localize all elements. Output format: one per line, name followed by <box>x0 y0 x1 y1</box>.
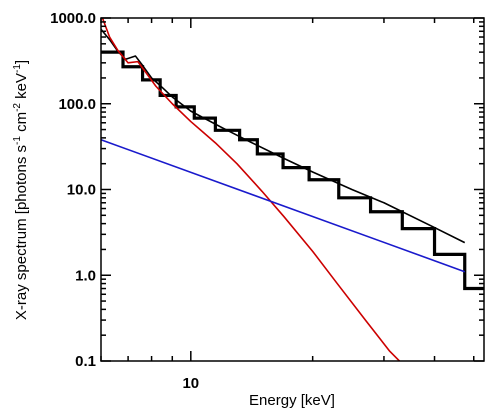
plot-frame <box>100 17 485 362</box>
series-histogram-0 <box>101 50 484 291</box>
series-layer <box>101 18 484 361</box>
y-tick-label: 0.1 <box>75 353 96 370</box>
y-axis-title: X-ray spectrum [photons s-1 cm-2 keV-1] <box>12 60 30 320</box>
y-tick-label: 100.0 <box>58 96 96 113</box>
tick-layer: 0.1 1.0 10.0 100.0 1000.0 10 <box>50 10 484 392</box>
y-axis-title-exp1: -1 <box>12 136 23 145</box>
y-tick-label: 1000.0 <box>50 10 96 27</box>
series-line-1 <box>101 28 466 244</box>
series-line-3 <box>101 139 466 273</box>
y-axis-title-mid1: cm <box>13 112 30 136</box>
y-tick-label: 1.0 <box>75 267 96 284</box>
x-tick-label: 10 <box>182 375 199 392</box>
y-axis-title-base: X-ray spectrum [photons s <box>13 145 30 320</box>
x-axis-title: Energy [keV] <box>249 392 335 409</box>
y-axis-title-mid2: keV <box>13 73 30 103</box>
y-axis-title-exp3: -1 <box>12 64 23 73</box>
series-line-2 <box>101 18 401 361</box>
y-axis-title-end: ] <box>13 60 30 64</box>
y-axis-title-exp2: -2 <box>12 103 23 112</box>
y-tick-label: 10.0 <box>67 182 96 199</box>
